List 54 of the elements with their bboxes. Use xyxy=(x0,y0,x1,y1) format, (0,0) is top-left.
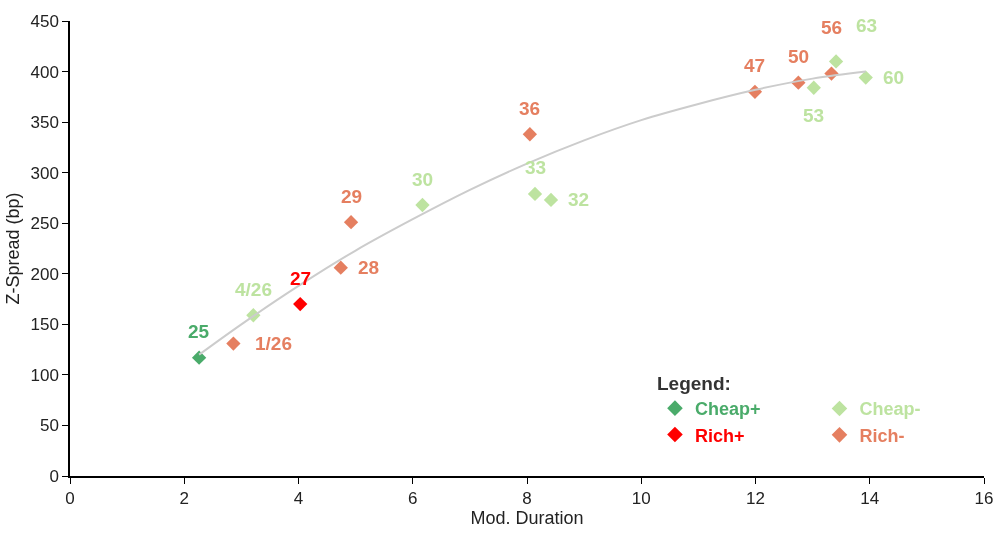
x-tick-label: 8 xyxy=(522,489,532,509)
y-tick-label: 50 xyxy=(39,416,59,436)
point xyxy=(543,192,559,208)
x-tick-label: 6 xyxy=(408,489,418,509)
annotation: 56 xyxy=(821,17,843,38)
y-tick-label: 300 xyxy=(30,163,59,183)
x-tick-label: 14 xyxy=(860,489,880,509)
y-axis-title: Z-Spread (bp) xyxy=(3,192,24,305)
y-tick-label: 100 xyxy=(30,365,59,385)
x-tick-label: 2 xyxy=(179,489,189,509)
annotation: 30 xyxy=(412,169,434,190)
point xyxy=(226,336,241,351)
annotation: 63 xyxy=(856,15,878,36)
annotation: 1/26 xyxy=(255,333,292,354)
legend-title: Legend: xyxy=(656,372,731,394)
legend-label: Rich+ xyxy=(694,425,745,446)
annotation: 28 xyxy=(358,257,380,278)
x-tick-label: 0 xyxy=(65,489,75,509)
point xyxy=(858,70,873,85)
point xyxy=(522,127,538,142)
annotation: 29 xyxy=(341,186,363,207)
annotation: 53 xyxy=(803,105,825,126)
legend-label: Cheap+ xyxy=(694,399,761,420)
annotation: 33 xyxy=(525,157,547,178)
point xyxy=(333,260,348,275)
annotation: 60 xyxy=(883,67,905,88)
annotation: 36 xyxy=(519,98,541,119)
point xyxy=(415,197,430,213)
y-tick-label: 350 xyxy=(30,113,59,133)
annotation: 50 xyxy=(788,46,810,67)
point xyxy=(806,80,821,95)
y-tick-label: 400 xyxy=(30,62,59,82)
annotation: 32 xyxy=(568,189,590,210)
annotation: 47 xyxy=(744,55,766,76)
x-tick-label: 12 xyxy=(746,489,765,509)
y-tick-label: 250 xyxy=(30,214,59,234)
y-tick-label: 0 xyxy=(49,466,59,486)
x-tick-label: 4 xyxy=(293,489,304,509)
legend-label: Cheap- xyxy=(859,399,921,420)
point xyxy=(293,296,308,312)
y-tick-label: 150 xyxy=(30,315,59,335)
point xyxy=(343,215,359,230)
y-tick-label: 450 xyxy=(30,11,59,31)
annotation: 4/26 xyxy=(235,279,272,300)
y-tick-label: 200 xyxy=(30,264,59,284)
point xyxy=(828,54,844,69)
x-axis-title: Mod. Duration xyxy=(470,508,584,529)
point xyxy=(191,350,207,365)
legend-label: Rich- xyxy=(859,425,905,446)
point xyxy=(527,186,543,202)
x-tick-label: 16 xyxy=(974,489,994,509)
annotation: 27 xyxy=(290,268,312,289)
annotation: 25 xyxy=(188,321,210,342)
x-tick-label: 10 xyxy=(631,489,651,509)
